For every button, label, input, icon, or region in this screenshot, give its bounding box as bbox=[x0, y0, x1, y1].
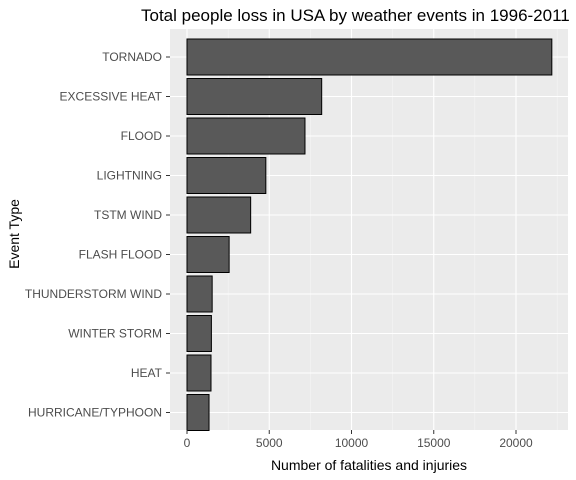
y-tick-label: HEAT bbox=[131, 366, 163, 380]
x-tick-label: 10000 bbox=[335, 436, 369, 450]
y-tick-label: FLASH FLOOD bbox=[79, 248, 163, 262]
x-tick-label: 5000 bbox=[256, 436, 283, 450]
y-tick-label: LIGHTNING bbox=[97, 169, 162, 183]
bar bbox=[186, 315, 212, 352]
y-tick-label: TORNADO bbox=[102, 50, 162, 64]
y-tick-label: HURRICANE/TYPHOON bbox=[28, 406, 162, 420]
x-tick-label: 15000 bbox=[417, 436, 451, 450]
bar bbox=[186, 394, 210, 431]
x-axis-ticks: 0 5000 10000 15000 20000 bbox=[184, 430, 533, 450]
bar bbox=[186, 78, 323, 115]
bar bbox=[186, 354, 212, 392]
bar bbox=[186, 117, 306, 155]
y-tick-label: WINTER STORM bbox=[68, 327, 162, 341]
bar bbox=[186, 157, 267, 194]
bars bbox=[186, 38, 553, 431]
x-tick-label: 20000 bbox=[499, 436, 533, 450]
bar bbox=[186, 275, 213, 313]
bar bbox=[186, 38, 553, 76]
y-axis-ticks: TORNADO EXCESSIVE HEAT FLOOD LIGHTNING TSTM … bbox=[25, 50, 170, 420]
y-tick-label: EXCESSIVE HEAT bbox=[60, 90, 163, 104]
y-axis-title: Event Type bbox=[6, 199, 22, 269]
y-tick-label: THUNDERSTORM WIND bbox=[25, 287, 162, 301]
y-tick-label: FLOOD bbox=[121, 129, 163, 143]
x-axis-title: Number of fatalities and injuries bbox=[271, 457, 467, 473]
chart-title: Total people loss in USA by weather even… bbox=[141, 6, 570, 25]
y-tick-label: TSTM WIND bbox=[94, 208, 162, 222]
bar bbox=[186, 196, 252, 234]
bar bbox=[186, 236, 230, 273]
x-tick-label: 0 bbox=[184, 436, 191, 450]
